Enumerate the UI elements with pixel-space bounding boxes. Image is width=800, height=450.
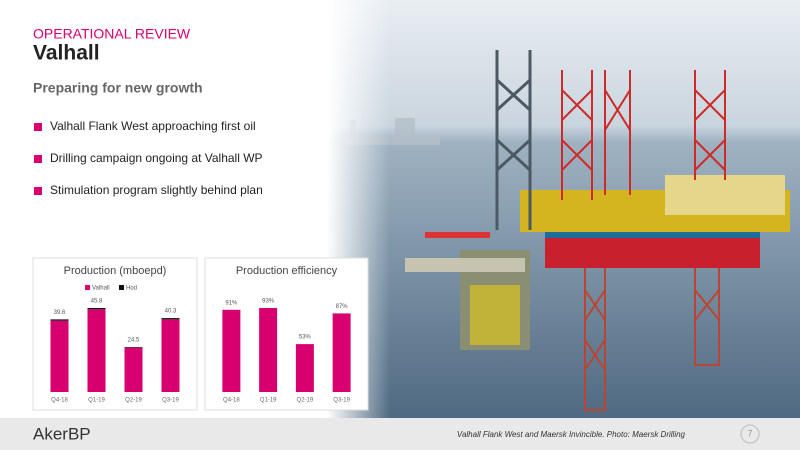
bar: [50, 319, 69, 321]
data-label: 39.6: [54, 310, 66, 316]
bullet-marker: [34, 123, 42, 131]
data-label: 91%: [225, 300, 238, 306]
data-label: 24.5: [128, 338, 140, 344]
page-circle: [740, 424, 760, 444]
data-label: 53%: [299, 335, 312, 341]
x-tick-label: Q3-19: [333, 398, 350, 404]
bullet-marker: [34, 155, 42, 163]
data-label: 40.3: [165, 309, 177, 315]
bullet-text: Valhall Flank West approaching first oil: [50, 119, 256, 133]
x-tick-label: Q1-19: [260, 398, 277, 404]
legend-swatch: [85, 285, 90, 290]
bar: [161, 318, 180, 320]
bar: [124, 347, 143, 348]
legend-label: Hod: [126, 286, 137, 292]
bar: [87, 309, 106, 392]
x-tick-label: Q4-18: [51, 398, 68, 404]
data-label: 93%: [262, 299, 275, 305]
bullet-marker: [34, 187, 42, 195]
title: Valhall: [33, 42, 100, 65]
legend-label: Valhall: [92, 286, 110, 292]
page-number: 7: [747, 428, 752, 438]
x-tick-label: Q2-19: [125, 398, 142, 404]
footer-bar: [0, 418, 800, 450]
data-label: 45.8: [91, 299, 103, 305]
data-label: 87%: [336, 304, 349, 310]
bar: [259, 308, 278, 392]
bar: [161, 319, 180, 392]
section: OPERATIONAL REVIEW: [33, 26, 191, 42]
legend-swatch: [119, 285, 124, 290]
bullets: Valhall Flank West approaching first oil…: [34, 119, 263, 197]
bar: [295, 344, 314, 392]
chart: Production (mboepd) Valhall Hod 39.6 Q4-18 45…: [32, 257, 198, 411]
bar: [87, 308, 106, 310]
x-tick-label: Q2-19: [297, 398, 314, 404]
x-tick-label: Q4-18: [223, 398, 240, 404]
x-tick-label: Q1-19: [88, 398, 105, 404]
logo: AkerBP: [33, 424, 91, 443]
bullet-text: Stimulation program slightly behind plan: [50, 183, 263, 197]
chart-title: Production efficiency: [236, 265, 338, 277]
chart: Production efficiency 91% Q4-18 93% Q1-19 53%…: [204, 257, 369, 411]
chart-title: Production (mboepd): [64, 265, 167, 277]
charts: Production (mboepd) Valhall Hod 39.6 Q4-18 45…: [32, 257, 369, 411]
bullet-text: Drilling campaign ongoing at Valhall WP: [50, 151, 263, 165]
caption: Valhall Flank West and Maersk Invincible…: [457, 430, 686, 439]
bar: [222, 309, 241, 392]
subtitle: Preparing for new growth: [33, 80, 203, 96]
x-tick-label: Q3-19: [162, 398, 179, 404]
bar: [124, 347, 143, 392]
bar: [332, 313, 351, 392]
bar: [50, 320, 69, 392]
